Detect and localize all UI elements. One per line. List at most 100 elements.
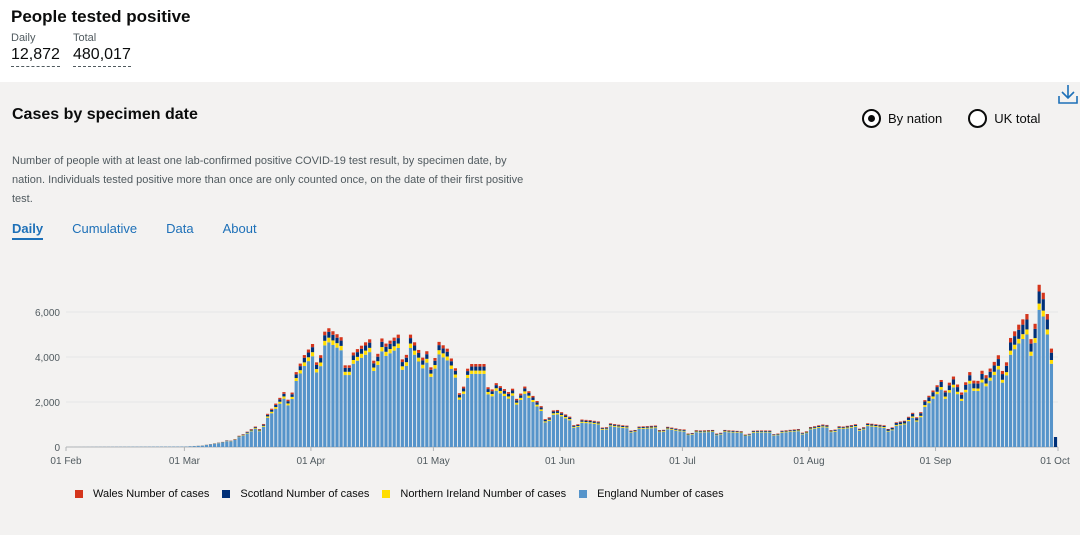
- bar-wales: [351, 352, 355, 356]
- download-icon[interactable]: [1056, 82, 1080, 106]
- bar-wales: [731, 430, 735, 432]
- bar-wales: [874, 424, 878, 425]
- bar-northern-ireland: [853, 426, 858, 427]
- bar-england: [392, 350, 396, 447]
- bar-scotland: [245, 432, 249, 433]
- bar-northern-ireland: [539, 409, 543, 411]
- bar-wales: [931, 390, 935, 393]
- bar-england: [547, 420, 551, 447]
- bar-england: [931, 398, 935, 447]
- bar-england: [298, 373, 302, 447]
- bar-northern-ireland: [310, 352, 315, 357]
- bar-northern-ireland: [711, 431, 715, 432]
- bar-northern-ireland: [662, 431, 666, 432]
- legend-item-england[interactable]: England Number of cases: [579, 488, 724, 500]
- bar-scotland: [494, 385, 498, 389]
- bar-england: [1000, 382, 1005, 447]
- bar-england: [694, 432, 698, 447]
- bar-england: [527, 397, 531, 447]
- tab-about[interactable]: About: [222, 221, 257, 236]
- bar-northern-ireland: [298, 370, 302, 374]
- radio-selected-icon[interactable]: [862, 109, 881, 128]
- y-tick-label: 6,000: [35, 308, 60, 319]
- radio-by-nation[interactable]: By nation: [862, 109, 942, 128]
- bar-scotland: [955, 387, 960, 392]
- tab-cumulative[interactable]: Cumulative: [72, 221, 138, 236]
- bar-northern-ireland: [596, 423, 600, 425]
- tab-data[interactable]: Data: [166, 221, 194, 236]
- bar-scotland: [670, 428, 674, 430]
- legend-item-wales[interactable]: Wales Number of cases: [75, 488, 209, 500]
- chart-bars: [70, 284, 1058, 447]
- bar-scotland: [972, 383, 976, 389]
- bar-northern-ireland: [515, 402, 519, 405]
- bar-scotland: [768, 431, 772, 432]
- bar-northern-ireland: [355, 356, 360, 361]
- bar-england: [960, 400, 964, 447]
- bar-wales: [249, 429, 253, 430]
- bar-wales: [523, 386, 527, 389]
- bar-scotland: [927, 397, 931, 402]
- bar-scotland: [543, 419, 547, 422]
- bar-northern-ireland: [723, 431, 727, 432]
- bar-england: [306, 361, 311, 447]
- bar-england: [686, 435, 690, 447]
- bar-northern-ireland: [878, 426, 882, 428]
- bar-northern-ireland: [1029, 351, 1033, 356]
- bar-wales: [755, 430, 760, 432]
- x-tick-label: 01 Jun: [545, 456, 575, 467]
- bar-england: [621, 427, 625, 447]
- radio-unselected-icon[interactable]: [968, 109, 988, 128]
- bar-scotland: [800, 433, 804, 434]
- bar-scotland: [894, 423, 898, 425]
- bar-northern-ireland: [274, 407, 278, 409]
- bar-england: [237, 437, 241, 447]
- bar-england: [988, 380, 992, 447]
- bar-wales: [306, 349, 311, 353]
- legend-item-ni[interactable]: Northern Ireland Number of cases: [382, 488, 566, 500]
- bar-wales: [906, 416, 911, 418]
- bar-wales: [919, 412, 923, 414]
- bar-scotland: [310, 347, 315, 353]
- bar-northern-ireland: [951, 384, 956, 388]
- bar-northern-ireland: [278, 401, 282, 404]
- bar-wales: [253, 426, 257, 428]
- radio-uk-total[interactable]: UK total: [968, 109, 1040, 128]
- bar-northern-ireland: [482, 370, 486, 374]
- view-toggle: By nation UK total: [862, 109, 1040, 128]
- bar-england: [478, 373, 482, 447]
- bar-wales: [608, 423, 613, 425]
- bar-northern-ireland: [731, 431, 735, 433]
- bar-northern-ireland: [768, 431, 772, 433]
- metric-header: People tested positive Daily 12,872 Tota…: [0, 0, 1080, 82]
- bar-wales: [294, 372, 298, 375]
- bar-wales: [453, 368, 458, 371]
- tab-daily[interactable]: Daily: [12, 221, 44, 240]
- bar-northern-ireland: [555, 412, 560, 415]
- bar-wales: [955, 384, 960, 388]
- bar-wales: [951, 376, 956, 380]
- bar-wales: [376, 353, 380, 357]
- bar-england: [204, 445, 208, 447]
- bar-northern-ireland: [915, 420, 919, 422]
- bar-england: [466, 378, 470, 447]
- legend-item-scotland[interactable]: Scotland Number of cases: [222, 488, 369, 500]
- bar-wales: [335, 334, 339, 338]
- bar-wales: [412, 342, 417, 346]
- bar-scotland: [270, 409, 274, 412]
- bar-wales: [302, 355, 306, 358]
- bar-wales: [1013, 331, 1017, 337]
- total-value[interactable]: 480,017: [73, 45, 131, 67]
- bar-england: [980, 382, 984, 447]
- bar-scotland: [600, 428, 604, 430]
- bar-wales: [474, 364, 478, 367]
- daily-value[interactable]: 12,872: [11, 45, 60, 67]
- bar-wales: [694, 430, 698, 431]
- bar-northern-ireland: [829, 431, 833, 433]
- card-description: Number of people with at least one lab-c…: [12, 155, 524, 205]
- bar-england: [274, 408, 278, 447]
- bar-wales: [817, 425, 821, 427]
- bar-northern-ireland: [939, 387, 943, 390]
- bar-wales: [964, 382, 968, 385]
- bar-england: [576, 426, 580, 447]
